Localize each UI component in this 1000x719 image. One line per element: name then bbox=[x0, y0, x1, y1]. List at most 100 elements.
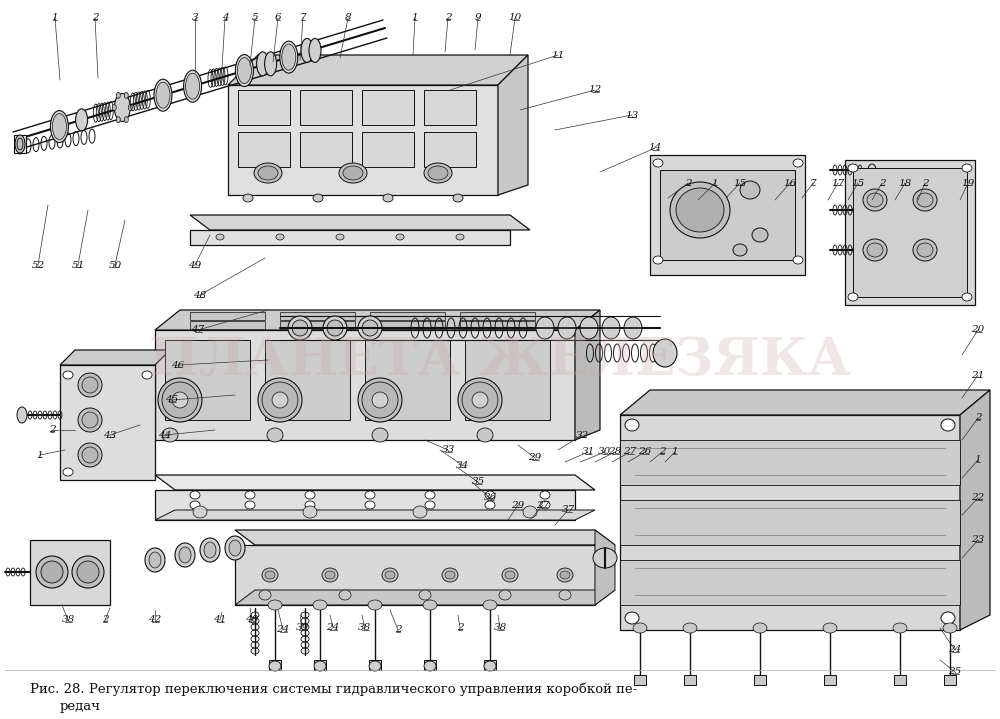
Ellipse shape bbox=[193, 506, 207, 518]
Text: редач: редач bbox=[60, 700, 101, 713]
Text: 33: 33 bbox=[441, 446, 455, 454]
Polygon shape bbox=[620, 560, 960, 605]
Ellipse shape bbox=[313, 194, 323, 202]
Text: 18: 18 bbox=[898, 178, 912, 188]
Ellipse shape bbox=[943, 623, 957, 633]
Ellipse shape bbox=[262, 568, 278, 582]
Text: 27: 27 bbox=[623, 447, 637, 457]
Bar bbox=[424, 660, 436, 670]
Bar bbox=[238, 90, 290, 125]
Ellipse shape bbox=[254, 163, 282, 183]
Ellipse shape bbox=[265, 571, 275, 579]
Text: 1: 1 bbox=[412, 14, 418, 22]
Polygon shape bbox=[155, 475, 595, 490]
Ellipse shape bbox=[419, 590, 431, 600]
Ellipse shape bbox=[740, 181, 760, 199]
Text: 14: 14 bbox=[648, 144, 662, 152]
Text: 31: 31 bbox=[581, 447, 595, 457]
Bar bbox=[370, 321, 445, 329]
Text: 2: 2 bbox=[49, 426, 55, 434]
Ellipse shape bbox=[112, 104, 116, 111]
Ellipse shape bbox=[190, 501, 200, 509]
Ellipse shape bbox=[262, 382, 298, 418]
Bar bbox=[465, 340, 550, 420]
Ellipse shape bbox=[258, 166, 278, 180]
Ellipse shape bbox=[485, 501, 495, 509]
Text: 20: 20 bbox=[971, 326, 985, 334]
Ellipse shape bbox=[282, 44, 296, 70]
Ellipse shape bbox=[653, 159, 663, 167]
Ellipse shape bbox=[424, 163, 452, 183]
Bar bbox=[362, 90, 414, 125]
Text: 2: 2 bbox=[975, 413, 981, 423]
Text: 29: 29 bbox=[528, 454, 542, 462]
Ellipse shape bbox=[76, 109, 88, 131]
Ellipse shape bbox=[272, 392, 288, 408]
Ellipse shape bbox=[267, 428, 283, 442]
Ellipse shape bbox=[358, 316, 382, 340]
Ellipse shape bbox=[82, 447, 98, 463]
Ellipse shape bbox=[78, 443, 102, 467]
Text: 12: 12 bbox=[588, 86, 602, 94]
Ellipse shape bbox=[633, 623, 647, 633]
Ellipse shape bbox=[868, 164, 876, 176]
Ellipse shape bbox=[733, 244, 747, 256]
Text: 38: 38 bbox=[358, 623, 372, 633]
Bar bbox=[280, 312, 355, 320]
Bar bbox=[484, 660, 496, 670]
Bar bbox=[265, 340, 350, 420]
Ellipse shape bbox=[560, 571, 570, 579]
Ellipse shape bbox=[625, 419, 639, 431]
Text: 4: 4 bbox=[222, 14, 228, 22]
Ellipse shape bbox=[385, 571, 395, 579]
Ellipse shape bbox=[683, 623, 697, 633]
Ellipse shape bbox=[863, 189, 887, 211]
Text: 26: 26 bbox=[638, 447, 652, 457]
Ellipse shape bbox=[499, 590, 511, 600]
Ellipse shape bbox=[472, 392, 488, 408]
Ellipse shape bbox=[82, 412, 98, 428]
Ellipse shape bbox=[114, 93, 130, 122]
Ellipse shape bbox=[280, 41, 298, 73]
Ellipse shape bbox=[505, 571, 515, 579]
Ellipse shape bbox=[941, 612, 955, 624]
Ellipse shape bbox=[158, 378, 202, 422]
Ellipse shape bbox=[624, 317, 642, 339]
Text: 2: 2 bbox=[395, 626, 401, 634]
Ellipse shape bbox=[913, 189, 937, 211]
Ellipse shape bbox=[72, 556, 104, 588]
Ellipse shape bbox=[78, 408, 102, 432]
Ellipse shape bbox=[483, 600, 497, 610]
Ellipse shape bbox=[917, 193, 933, 207]
Ellipse shape bbox=[793, 256, 803, 264]
Text: 49: 49 bbox=[188, 260, 202, 270]
Ellipse shape bbox=[867, 193, 883, 207]
Bar bbox=[684, 675, 696, 685]
Ellipse shape bbox=[142, 371, 152, 379]
Text: 17: 17 bbox=[831, 178, 845, 188]
Polygon shape bbox=[190, 215, 530, 230]
Text: 39: 39 bbox=[295, 623, 309, 633]
Polygon shape bbox=[155, 310, 600, 330]
Text: 16: 16 bbox=[783, 178, 797, 188]
Text: 50: 50 bbox=[108, 260, 122, 270]
Text: 1: 1 bbox=[672, 447, 678, 457]
Polygon shape bbox=[960, 390, 990, 630]
Ellipse shape bbox=[536, 317, 554, 339]
Ellipse shape bbox=[116, 93, 120, 99]
Text: 32: 32 bbox=[575, 431, 589, 439]
Ellipse shape bbox=[358, 378, 402, 422]
Bar bbox=[30, 540, 110, 605]
Ellipse shape bbox=[190, 491, 200, 499]
Ellipse shape bbox=[305, 491, 315, 499]
Text: 34: 34 bbox=[455, 460, 469, 470]
Text: 10: 10 bbox=[508, 14, 522, 22]
Polygon shape bbox=[190, 230, 510, 245]
Ellipse shape bbox=[863, 239, 887, 261]
Ellipse shape bbox=[559, 590, 571, 600]
Ellipse shape bbox=[425, 501, 435, 509]
Text: 51: 51 bbox=[71, 260, 85, 270]
Ellipse shape bbox=[204, 542, 216, 558]
Polygon shape bbox=[595, 530, 615, 605]
Ellipse shape bbox=[913, 239, 937, 261]
